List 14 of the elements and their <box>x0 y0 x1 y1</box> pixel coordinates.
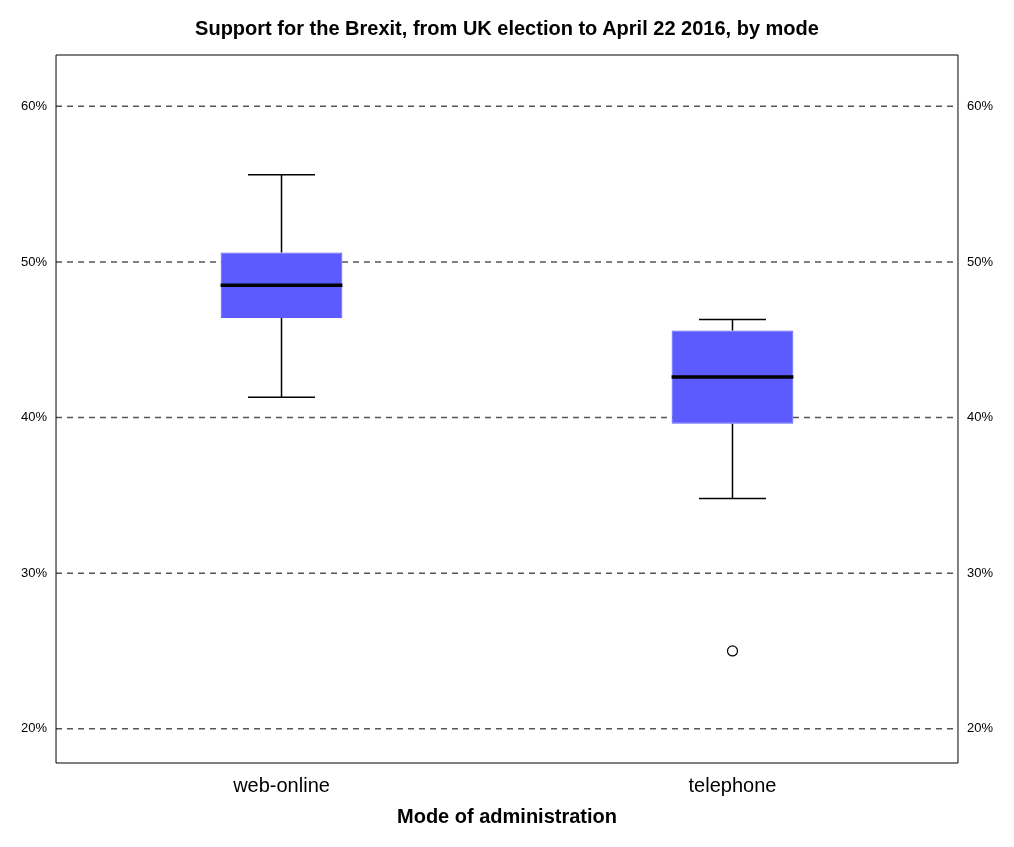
chart-title: Support for the Brexit, from UK election to April 22 2016, by mode <box>195 16 819 39</box>
y2-tick-label: 50% <box>966 253 994 269</box>
y-tick-label: 50% <box>20 253 48 269</box>
y-tick-label: 20% <box>20 720 48 736</box>
x-tick-label: web-online <box>232 773 330 796</box>
x-tick-label: telephone <box>688 773 777 796</box>
y-tick-label: 60% <box>20 97 48 113</box>
y2-tick-label: 40% <box>966 409 994 425</box>
y-tick-label: 40% <box>20 409 48 425</box>
y2-tick-label: 30% <box>966 564 994 580</box>
y-tick-label: 30% <box>20 564 48 580</box>
x-axis-title: Mode of administration <box>397 804 617 827</box>
y2-tick-label: 20% <box>966 720 994 736</box>
y2-tick-label: 60% <box>966 97 994 113</box>
